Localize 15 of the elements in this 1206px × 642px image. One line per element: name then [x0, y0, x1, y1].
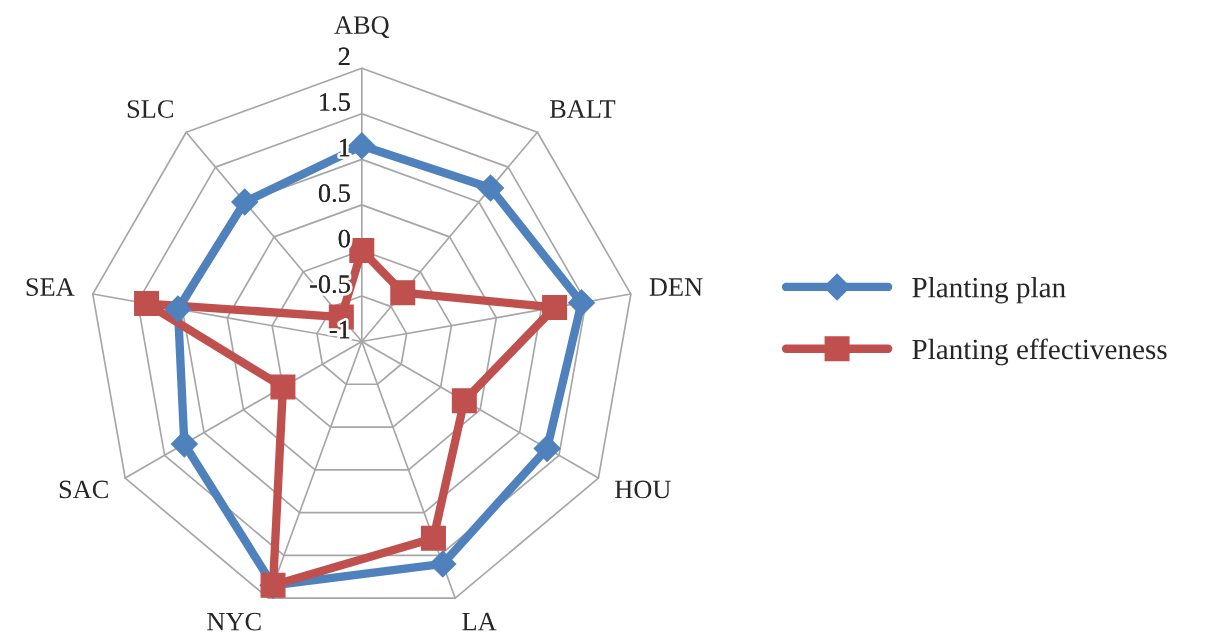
legend-label: Planting effectiveness — [912, 338, 1167, 366]
spoke-label: HOU — [615, 480, 671, 499]
y-tick-label: 0 — [338, 229, 350, 248]
spoke-label: BALT — [549, 100, 616, 118]
y-tick-label: 1.5 — [320, 93, 350, 111]
spoke-label: DEN — [649, 278, 703, 296]
spoke-label: SAC — [59, 480, 108, 499]
y-tick-label: 0.5 — [318, 184, 350, 203]
spoke-label: LA — [462, 612, 497, 631]
spoke-label: SLC — [127, 100, 173, 118]
spoke-label: NYC — [207, 612, 261, 631]
spoke-label: ABQ — [334, 16, 390, 38]
y-tick-label: 2 — [338, 47, 350, 66]
legend-label: Planting plan — [912, 276, 1066, 304]
spoke-label: SEA — [26, 278, 75, 296]
